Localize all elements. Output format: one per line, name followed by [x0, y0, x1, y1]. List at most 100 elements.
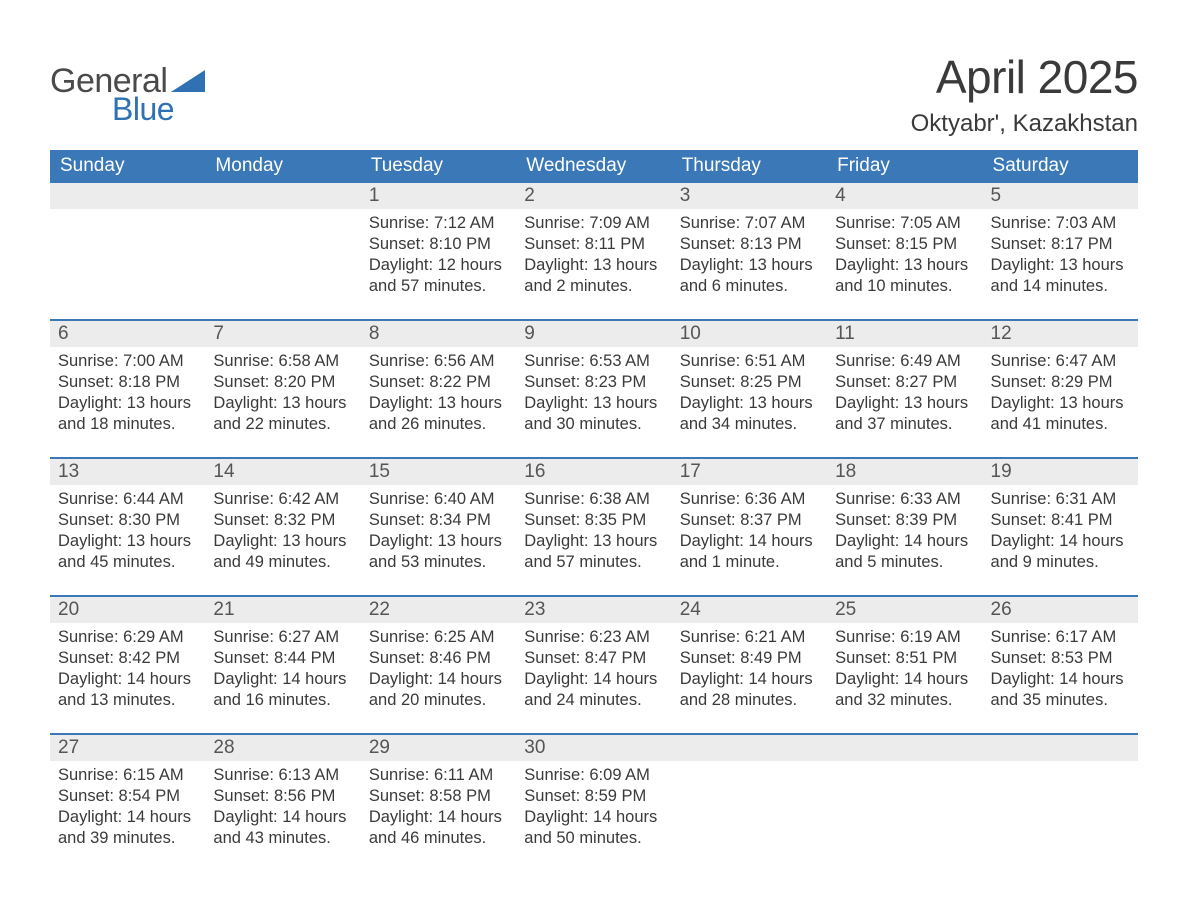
day-body: Sunrise: 6:17 AMSunset: 8:53 PMDaylight:…: [983, 623, 1138, 711]
weeks-container: 1Sunrise: 7:12 AMSunset: 8:10 PMDaylight…: [50, 183, 1138, 853]
day-cell: 3Sunrise: 7:07 AMSunset: 8:13 PMDaylight…: [672, 183, 827, 301]
daylight-text: Daylight: 14 hours and 35 minutes.: [991, 669, 1130, 711]
day-cell: 20Sunrise: 6:29 AMSunset: 8:42 PMDayligh…: [50, 597, 205, 715]
daylight-text: Daylight: 13 hours and 57 minutes.: [524, 531, 663, 573]
day-number: [672, 735, 827, 761]
week-row: 20Sunrise: 6:29 AMSunset: 8:42 PMDayligh…: [50, 595, 1138, 715]
day-number: 7: [205, 321, 360, 347]
daylight-text: Daylight: 13 hours and 10 minutes.: [835, 255, 974, 297]
day-cell: 23Sunrise: 6:23 AMSunset: 8:47 PMDayligh…: [516, 597, 671, 715]
day-body: Sunrise: 6:21 AMSunset: 8:49 PMDaylight:…: [672, 623, 827, 711]
sunset-text: Sunset: 8:18 PM: [58, 372, 197, 393]
day-cell: 2Sunrise: 7:09 AMSunset: 8:11 PMDaylight…: [516, 183, 671, 301]
sunrise-text: Sunrise: 6:13 AM: [213, 765, 352, 786]
day-body: Sunrise: 6:42 AMSunset: 8:32 PMDaylight:…: [205, 485, 360, 573]
day-number: 19: [983, 459, 1138, 485]
sunrise-text: Sunrise: 6:33 AM: [835, 489, 974, 510]
day-number: 6: [50, 321, 205, 347]
day-cell: 22Sunrise: 6:25 AMSunset: 8:46 PMDayligh…: [361, 597, 516, 715]
day-body: Sunrise: 6:38 AMSunset: 8:35 PMDaylight:…: [516, 485, 671, 573]
daylight-text: Daylight: 14 hours and 43 minutes.: [213, 807, 352, 849]
sunrise-text: Sunrise: 7:03 AM: [991, 213, 1130, 234]
sunrise-text: Sunrise: 6:44 AM: [58, 489, 197, 510]
day-body: Sunrise: 6:36 AMSunset: 8:37 PMDaylight:…: [672, 485, 827, 573]
day-cell: 15Sunrise: 6:40 AMSunset: 8:34 PMDayligh…: [361, 459, 516, 577]
day-body: Sunrise: 6:40 AMSunset: 8:34 PMDaylight:…: [361, 485, 516, 573]
sunset-text: Sunset: 8:49 PM: [680, 648, 819, 669]
day-body: Sunrise: 6:13 AMSunset: 8:56 PMDaylight:…: [205, 761, 360, 849]
daylight-text: Daylight: 14 hours and 24 minutes.: [524, 669, 663, 711]
day-number: 27: [50, 735, 205, 761]
week-row: 1Sunrise: 7:12 AMSunset: 8:10 PMDaylight…: [50, 183, 1138, 301]
sunrise-text: Sunrise: 6:38 AM: [524, 489, 663, 510]
day-body: Sunrise: 6:09 AMSunset: 8:59 PMDaylight:…: [516, 761, 671, 849]
sunrise-text: Sunrise: 7:12 AM: [369, 213, 508, 234]
day-number: 25: [827, 597, 982, 623]
sunrise-text: Sunrise: 6:53 AM: [524, 351, 663, 372]
day-number: [983, 735, 1138, 761]
day-number: 10: [672, 321, 827, 347]
daylight-text: Daylight: 13 hours and 49 minutes.: [213, 531, 352, 573]
day-number: 21: [205, 597, 360, 623]
daylight-text: Daylight: 13 hours and 22 minutes.: [213, 393, 352, 435]
day-cell: 27Sunrise: 6:15 AMSunset: 8:54 PMDayligh…: [50, 735, 205, 853]
sunrise-text: Sunrise: 7:00 AM: [58, 351, 197, 372]
sunrise-text: Sunrise: 7:05 AM: [835, 213, 974, 234]
day-body: Sunrise: 6:31 AMSunset: 8:41 PMDaylight:…: [983, 485, 1138, 573]
daylight-text: Daylight: 14 hours and 28 minutes.: [680, 669, 819, 711]
logo: General Blue: [50, 50, 205, 128]
sunrise-text: Sunrise: 6:51 AM: [680, 351, 819, 372]
day-cell: 14Sunrise: 6:42 AMSunset: 8:32 PMDayligh…: [205, 459, 360, 577]
sunset-text: Sunset: 8:29 PM: [991, 372, 1130, 393]
sunrise-text: Sunrise: 6:21 AM: [680, 627, 819, 648]
day-number: 4: [827, 183, 982, 209]
day-body: Sunrise: 6:23 AMSunset: 8:47 PMDaylight:…: [516, 623, 671, 711]
sunrise-text: Sunrise: 6:58 AM: [213, 351, 352, 372]
day-body: Sunrise: 6:15 AMSunset: 8:54 PMDaylight:…: [50, 761, 205, 849]
calendar-grid: Sunday Monday Tuesday Wednesday Thursday…: [50, 150, 1138, 853]
day-number: 26: [983, 597, 1138, 623]
day-number: 15: [361, 459, 516, 485]
daylight-text: Daylight: 13 hours and 2 minutes.: [524, 255, 663, 297]
day-body: Sunrise: 6:53 AMSunset: 8:23 PMDaylight:…: [516, 347, 671, 435]
sunset-text: Sunset: 8:39 PM: [835, 510, 974, 531]
day-cell: 25Sunrise: 6:19 AMSunset: 8:51 PMDayligh…: [827, 597, 982, 715]
dayheader-monday: Monday: [205, 150, 360, 183]
daylight-text: Daylight: 14 hours and 46 minutes.: [369, 807, 508, 849]
day-body: Sunrise: 7:07 AMSunset: 8:13 PMDaylight:…: [672, 209, 827, 297]
sunrise-text: Sunrise: 7:07 AM: [680, 213, 819, 234]
day-number: 20: [50, 597, 205, 623]
sunset-text: Sunset: 8:17 PM: [991, 234, 1130, 255]
day-header-row: Sunday Monday Tuesday Wednesday Thursday…: [50, 150, 1138, 183]
daylight-text: Daylight: 14 hours and 5 minutes.: [835, 531, 974, 573]
day-number: 29: [361, 735, 516, 761]
day-cell: 16Sunrise: 6:38 AMSunset: 8:35 PMDayligh…: [516, 459, 671, 577]
sunset-text: Sunset: 8:20 PM: [213, 372, 352, 393]
day-number: 30: [516, 735, 671, 761]
calendar-page: General Blue April 2025 Oktyabr', Kazakh…: [0, 0, 1188, 853]
logo-text-blue: Blue: [112, 91, 174, 128]
sunset-text: Sunset: 8:25 PM: [680, 372, 819, 393]
daylight-text: Daylight: 13 hours and 37 minutes.: [835, 393, 974, 435]
title-block: April 2025 Oktyabr', Kazakhstan: [911, 50, 1138, 138]
sunset-text: Sunset: 8:30 PM: [58, 510, 197, 531]
day-cell: 7 Sunrise: 6:58 AMSunset: 8:20 PMDaylight…: [205, 321, 360, 439]
day-cell: 13Sunrise: 6:44 AMSunset: 8:30 PMDayligh…: [50, 459, 205, 577]
day-cell: [50, 183, 205, 301]
day-cell: [205, 183, 360, 301]
dayheader-saturday: Saturday: [983, 150, 1138, 183]
day-body: Sunrise: 7:09 AMSunset: 8:11 PMDaylight:…: [516, 209, 671, 297]
daylight-text: Daylight: 14 hours and 1 minute.: [680, 531, 819, 573]
sunset-text: Sunset: 8:56 PM: [213, 786, 352, 807]
day-cell: 26Sunrise: 6:17 AMSunset: 8:53 PMDayligh…: [983, 597, 1138, 715]
daylight-text: Daylight: 13 hours and 41 minutes.: [991, 393, 1130, 435]
sunset-text: Sunset: 8:13 PM: [680, 234, 819, 255]
header: General Blue April 2025 Oktyabr', Kazakh…: [50, 50, 1138, 138]
day-number: 9: [516, 321, 671, 347]
day-body: Sunrise: 6:33 AMSunset: 8:39 PMDaylight:…: [827, 485, 982, 573]
day-number: [827, 735, 982, 761]
day-body: Sunrise: 6:25 AMSunset: 8:46 PMDaylight:…: [361, 623, 516, 711]
day-cell: 12Sunrise: 6:47 AMSunset: 8:29 PMDayligh…: [983, 321, 1138, 439]
day-number: 13: [50, 459, 205, 485]
day-cell: 30Sunrise: 6:09 AMSunset: 8:59 PMDayligh…: [516, 735, 671, 853]
